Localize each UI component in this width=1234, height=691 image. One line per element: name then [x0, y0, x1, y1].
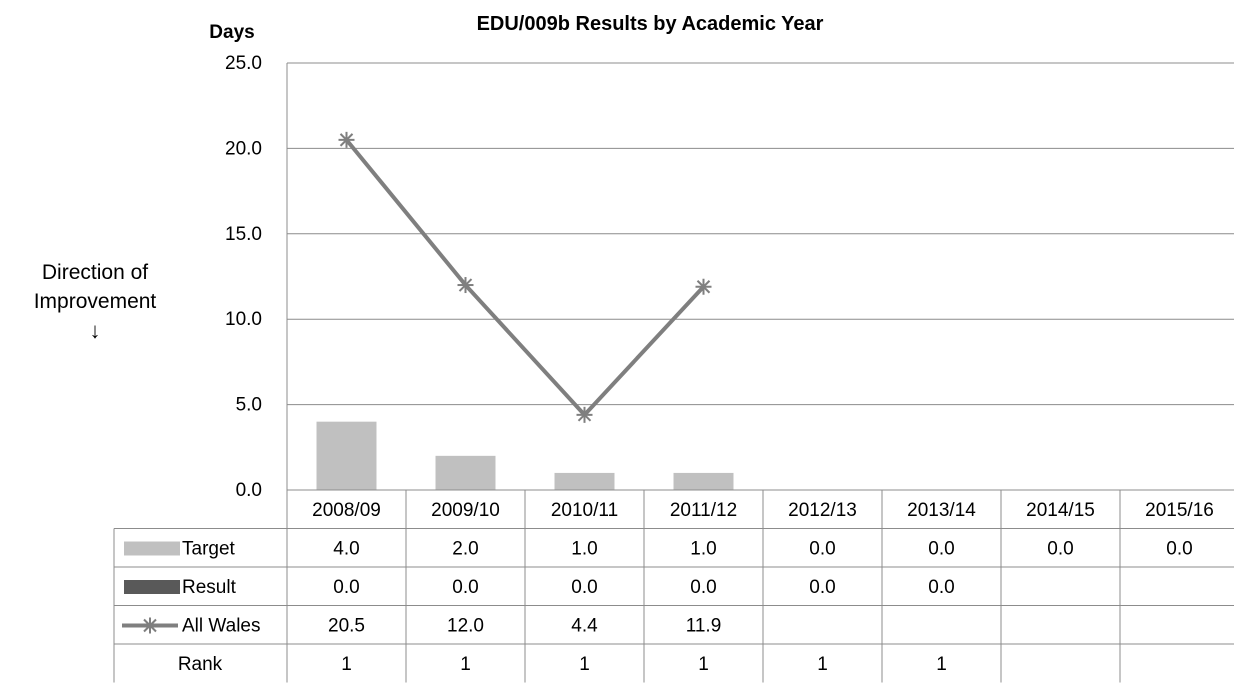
y-tick-label: 5.0 — [236, 395, 262, 416]
table-cell: 20.5 — [328, 616, 365, 637]
table-cell: 0.0 — [809, 539, 835, 560]
data-table: 2008/09 2009/10 2010/11 2011/12 2012/13 2013/… — [113, 489, 1234, 683]
legend-key-result — [124, 580, 180, 594]
down-arrow-icon: ↓ — [89, 318, 101, 343]
x-tick-label: 2010/11 — [551, 500, 618, 521]
table-cell: 0.0 — [690, 577, 716, 598]
grid — [287, 62, 1234, 406]
table-cell: 0.0 — [1047, 539, 1073, 560]
table-cell: 4.0 — [333, 539, 359, 560]
all-wales-line — [338, 131, 712, 423]
x-tick-label: 2015/16 — [1145, 500, 1214, 521]
table-cell: 0.0 — [1166, 539, 1192, 560]
x-tick-label: 2008/09 — [312, 500, 381, 521]
table-cell: 0.0 — [452, 577, 478, 598]
bar-target — [316, 421, 377, 490]
data-point — [695, 278, 712, 295]
table-cell: 4.4 — [571, 616, 598, 637]
x-tick-label: 2014/15 — [1026, 500, 1095, 521]
x-tick-label: 2012/13 — [788, 500, 857, 521]
row-label: Result — [182, 577, 237, 598]
table-cell: 0.0 — [571, 577, 597, 598]
direction-of-improvement: Direction of Improvement ↓ — [0, 258, 190, 345]
row-label: Rank — [178, 654, 223, 675]
table-cell: 1 — [698, 654, 709, 675]
x-tick-label: 2009/10 — [431, 500, 500, 521]
table-cell: 2.0 — [452, 539, 478, 560]
table-cell: 1 — [460, 654, 471, 675]
table-cell: 0.0 — [809, 577, 835, 598]
series-line-all-wales — [344, 138, 705, 417]
data-point — [576, 406, 593, 423]
data-point — [457, 277, 474, 294]
bar-target — [435, 455, 496, 490]
bars — [316, 421, 734, 490]
legend-key-target — [124, 541, 180, 556]
table-cell: 0.0 — [928, 539, 954, 560]
table-cell: 1 — [936, 654, 947, 675]
table-cell: 11.9 — [686, 616, 722, 637]
table-cell: 12.0 — [447, 616, 484, 637]
table-cell: 1.0 — [690, 539, 716, 560]
bar-target — [673, 472, 734, 490]
table-cell: 1 — [817, 654, 828, 675]
x-tick-label: 2011/12 — [670, 500, 737, 521]
chart-title: EDU/009b Results by Academic Year — [477, 13, 824, 35]
x-tick-label: 2013/14 — [907, 500, 976, 521]
bar-target — [554, 472, 615, 490]
table-cell: 1.0 — [571, 539, 597, 560]
table-cell: 1 — [579, 654, 590, 675]
y-tick-label: 15.0 — [225, 224, 262, 245]
direction-line-2: Improvement — [33, 290, 157, 313]
y-tick-label: 10.0 — [225, 309, 262, 330]
table-cell: 0.0 — [333, 577, 359, 598]
legend-key-marker — [142, 617, 158, 634]
y-tick-label: 20.0 — [225, 138, 262, 159]
y-tick-label: 25.0 — [225, 53, 262, 74]
row-label: Target — [182, 539, 236, 560]
direction-line-1: Direction of — [41, 261, 149, 284]
row-label: All Wales — [182, 616, 260, 637]
y-tick-label: 0.0 — [236, 480, 262, 501]
y-axis-label: Days — [209, 22, 254, 43]
y-axis: 0.0 5.0 10.0 15.0 20.0 25.0 — [225, 53, 288, 501]
table-cell: 0.0 — [928, 577, 954, 598]
data-point — [338, 131, 355, 148]
table-cell: 1 — [341, 654, 352, 675]
